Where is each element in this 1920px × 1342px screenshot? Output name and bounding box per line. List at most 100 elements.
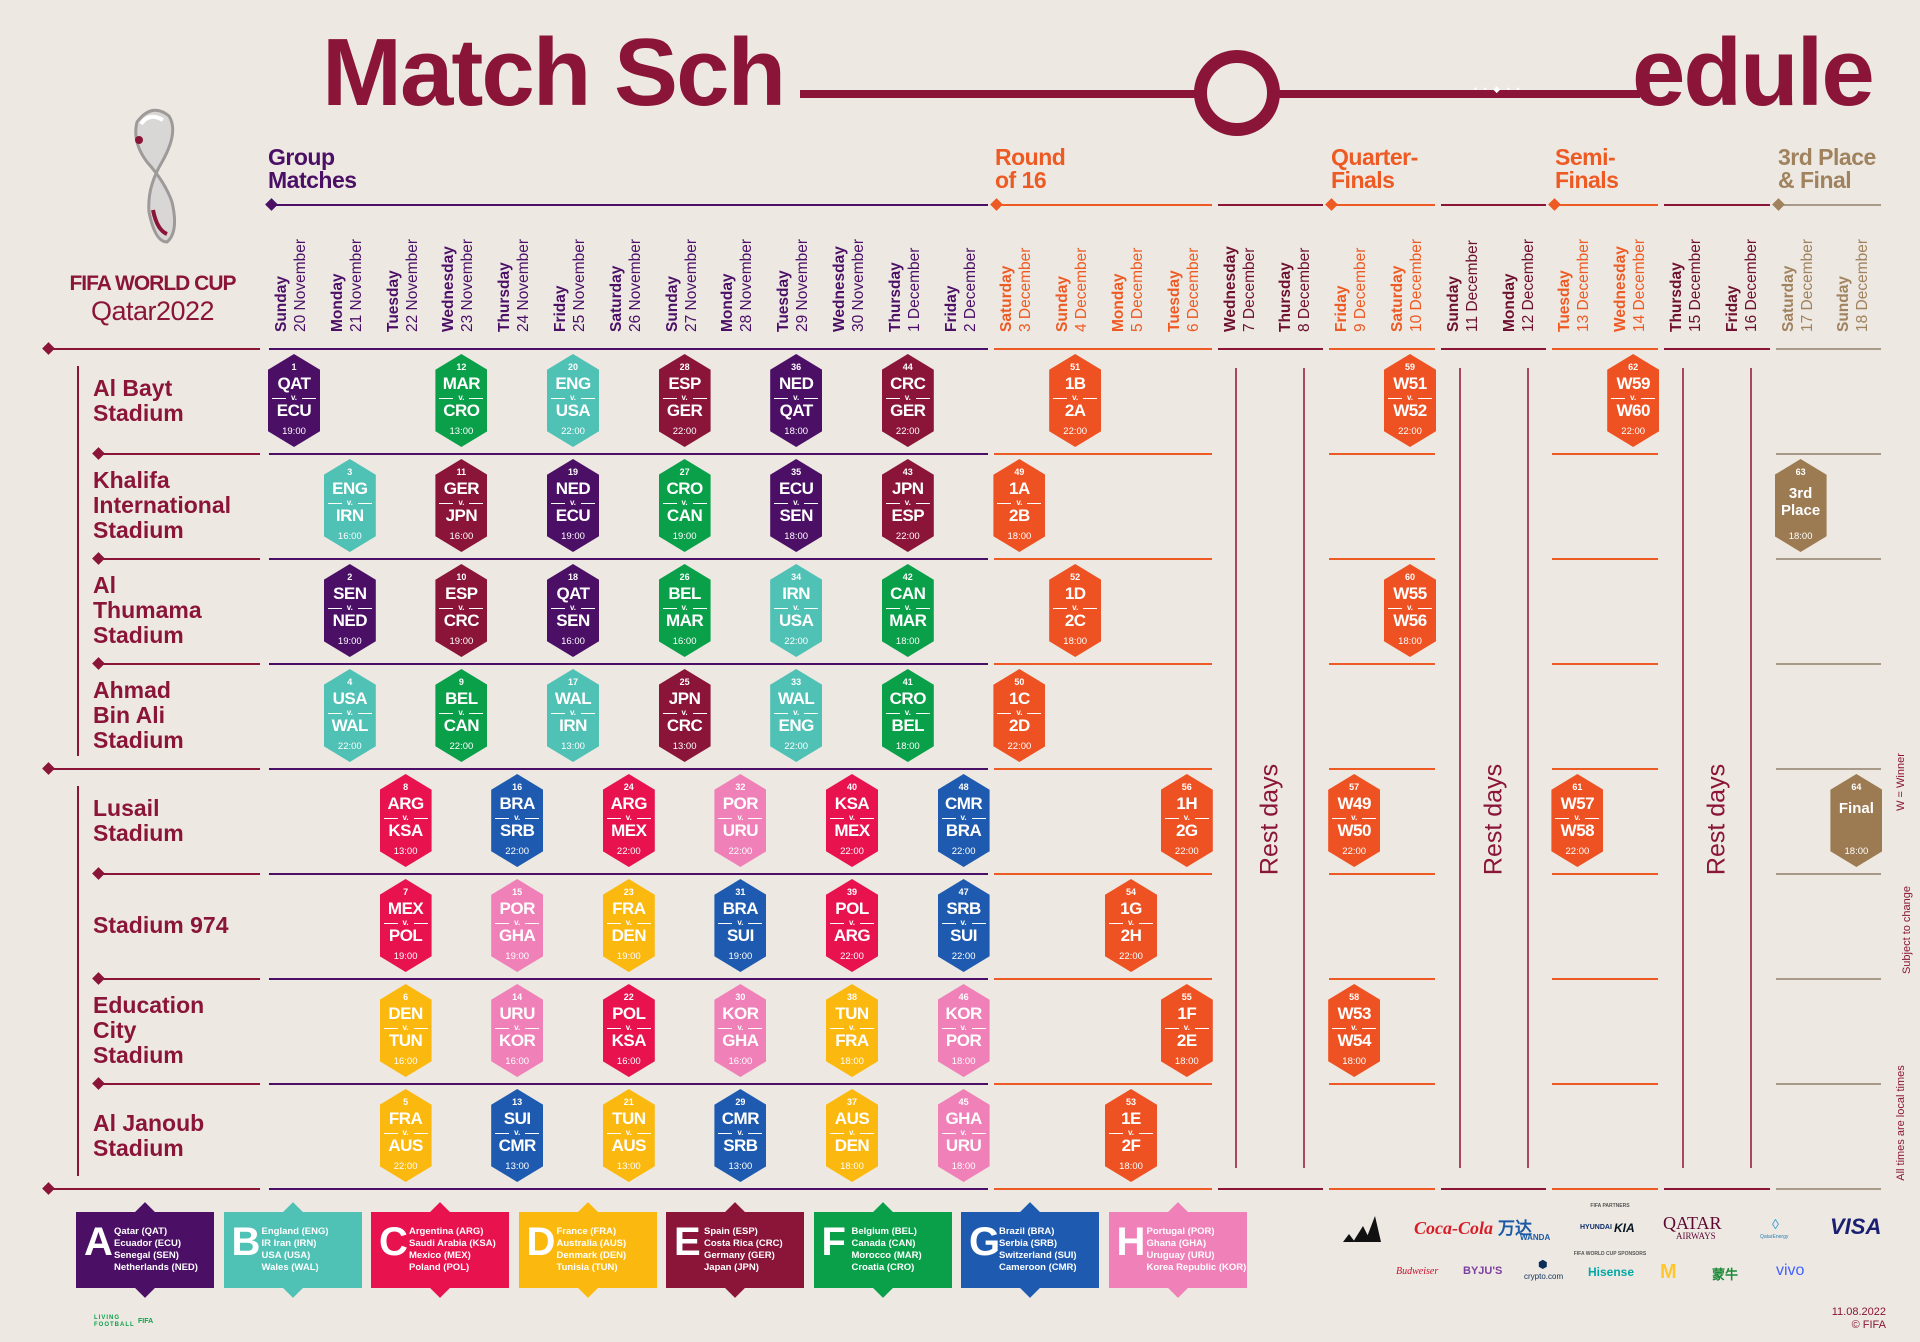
match-badge[interactable]: 14 URU v. KOR 16:00 <box>491 984 544 1077</box>
copyright: © FIFA <box>1851 1319 1886 1331</box>
home-team: CRO <box>666 479 703 498</box>
match-badge[interactable]: 16 BRA v. SRB 22:00 <box>491 774 544 867</box>
match-badge[interactable]: 50 1C v. 2D 22:00 <box>993 669 1046 762</box>
match-badge[interactable]: 60 W55 v. W56 18:00 <box>1384 564 1436 657</box>
match-badge[interactable]: 13 SUI v. CMR 13:00 <box>491 1089 544 1182</box>
kickoff-time: 22:00 <box>951 951 976 962</box>
versus: v. <box>327 499 372 507</box>
match-badge[interactable]: 10 ESP v. CRC 19:00 <box>435 564 488 657</box>
match-badge[interactable]: 23 FRA v. DEN 19:00 <box>602 879 655 972</box>
match-badge[interactable]: 26 BEL v. MAR 16:00 <box>658 564 711 657</box>
away-team: DEN <box>611 926 647 945</box>
match-badge[interactable]: 17 WAL v. IRN 13:00 <box>547 669 599 762</box>
match-badge[interactable]: 27 CRO v. CAN 19:00 <box>658 459 711 552</box>
away-team: 2B <box>1009 506 1030 525</box>
match-badge[interactable]: 34 IRN v. USA 22:00 <box>770 564 823 657</box>
match-badge[interactable]: 32 POR v. URU 22:00 <box>714 774 767 867</box>
match-badge[interactable]: 39 POL v. ARG 22:00 <box>826 879 878 972</box>
match-badge[interactable]: 54 1G v. 2H 22:00 <box>1105 879 1157 972</box>
kickoff-time: 22:00 <box>1174 846 1199 857</box>
team-name: USA (USA) <box>261 1250 311 1261</box>
match-badge[interactable]: 3 ENG v. IRN 16:00 <box>323 459 376 552</box>
match-badge[interactable]: 37 AUS v. DEN 18:00 <box>826 1089 878 1182</box>
byjus-logo: BYJU'S <box>1463 1265 1503 1277</box>
match-badge[interactable]: 6 DEN v. TUN 16:00 <box>379 984 432 1077</box>
match-badge[interactable]: 28 ESP v. GER 22:00 <box>658 354 711 447</box>
home-team: BEL <box>445 689 478 708</box>
phase-title-final: 3rd Place & Final <box>1778 144 1876 193</box>
match-badge[interactable]: 63 3rd Place 18:00 <box>1774 459 1827 552</box>
away-team: MAR <box>889 611 927 630</box>
match-badge[interactable]: 11 GER v. JPN 16:00 <box>435 459 488 552</box>
match-badge[interactable]: 4 USA v. WAL 22:00 <box>323 669 376 762</box>
match-badge[interactable]: 44 CRC v. GER 22:00 <box>881 354 934 447</box>
match-badge[interactable]: 35 ECU v. SEN 18:00 <box>770 459 823 552</box>
match-badge[interactable]: 15 POR v. GHA 19:00 <box>491 879 544 972</box>
match-badge[interactable]: 49 1A v. 2B 18:00 <box>993 459 1046 552</box>
date: 12 December <box>1519 238 1537 332</box>
match-badge[interactable]: 30 KOR v. GHA 16:00 <box>714 984 767 1077</box>
team-name: Denmark (DEN) <box>556 1250 627 1261</box>
vivo-logo: vivo <box>1776 1262 1805 1279</box>
versus: v. <box>885 394 930 402</box>
versus: v. <box>495 919 540 927</box>
match-badge[interactable]: 45 GHA v. URU 18:00 <box>937 1089 990 1182</box>
away-team: ARG <box>833 926 871 945</box>
match-badge[interactable]: 24 ARG v. MEX 22:00 <box>602 774 655 867</box>
match-badge[interactable]: 55 1F v. 2E 18:00 <box>1160 984 1213 1077</box>
match-badge[interactable]: 51 1B v. 2A 22:00 <box>1049 354 1102 447</box>
row-line <box>269 1083 989 1085</box>
match-badge[interactable]: 47 SRB v. SUI 22:00 <box>937 879 990 972</box>
match-number: 7 <box>403 887 409 897</box>
home-team: CRO <box>889 689 927 708</box>
match-badge[interactable]: 36 NED v. QAT 18:00 <box>770 354 823 447</box>
match-badge[interactable]: 48 CMR v. BRA 22:00 <box>937 774 990 867</box>
match-badge[interactable]: 46 KOR v. POR 18:00 <box>937 984 990 1077</box>
match-badge[interactable]: 61 W57 v. W58 22:00 <box>1551 774 1604 867</box>
kickoff-time: 16:00 <box>616 1056 641 1067</box>
home-team: POR <box>499 899 536 918</box>
match-badge[interactable]: 1 QAT v. ECU 19:00 <box>268 354 320 447</box>
match-badge[interactable]: 59 W51 v. W52 22:00 <box>1384 354 1436 447</box>
weekday: Saturday <box>1779 265 1797 332</box>
team-name: Belgium (BEL) <box>851 1226 917 1237</box>
match-badge[interactable]: 56 1H v. 2G 22:00 <box>1160 774 1213 867</box>
match-badge[interactable]: 33 WAL v. ENG 22:00 <box>770 669 823 762</box>
kickoff-time: 19:00 <box>449 636 474 647</box>
match-badge[interactable]: 64 Final 18:00 <box>1830 774 1883 867</box>
match-badge[interactable]: 31 BRA v. SUI 19:00 <box>714 879 767 972</box>
match-badge[interactable]: 2 SEN v. NED 19:00 <box>323 564 376 657</box>
match-badge[interactable]: 29 CMR v. SRB 13:00 <box>714 1089 767 1182</box>
match-badge[interactable]: 53 1E v. 2F 18:00 <box>1105 1089 1157 1182</box>
date-header: Monday 21 November <box>328 200 372 332</box>
match-badge[interactable]: 52 1D v. 2C 18:00 <box>1049 564 1102 657</box>
match-badge[interactable]: 22 POL v. KSA 16:00 <box>602 984 655 1077</box>
kickoff-time: 13:00 <box>449 426 474 437</box>
team-name: Serbia (SRB) <box>999 1238 1058 1249</box>
match-badge[interactable]: 25 JPN v. CRC 13:00 <box>658 669 711 762</box>
kickoff-time: 22:00 <box>840 951 864 962</box>
match-badge[interactable]: 43 JPN v. ESP 22:00 <box>881 459 934 552</box>
match-badge[interactable]: 21 TUN v. AUS 13:00 <box>602 1089 655 1182</box>
match-badge[interactable]: 40 KSA v. MEX 22:00 <box>826 774 878 867</box>
match-badge[interactable]: 19 NED v. ECU 19:00 <box>547 459 599 552</box>
match-badge[interactable]: 8 ARG v. KSA 13:00 <box>379 774 432 867</box>
match-badge[interactable]: 41 CRO v. BEL 18:00 <box>881 669 934 762</box>
match-badge[interactable]: 7 MEX v. POL 19:00 <box>379 879 432 972</box>
date-header: Saturday 10 December <box>1388 200 1432 332</box>
match-badge[interactable]: 58 W53 v. W54 18:00 <box>1328 984 1381 1077</box>
row-line <box>1552 453 1658 455</box>
match-badge[interactable]: 18 QAT v. SEN 16:00 <box>547 564 599 657</box>
match-badge[interactable]: 12 MAR v. CRO 13:00 <box>435 354 488 447</box>
match-number: 40 <box>846 782 857 792</box>
match-badge[interactable]: 42 CAN v. MAR 18:00 <box>881 564 934 657</box>
match-badge[interactable]: 62 W59 v. W60 22:00 <box>1607 354 1660 447</box>
match-badge[interactable]: 57 W49 v. W50 22:00 <box>1328 774 1381 867</box>
match-badge[interactable]: 20 ENG v. USA 22:00 <box>547 354 599 447</box>
match-badge[interactable]: 38 TUN v. FRA 18:00 <box>826 984 878 1077</box>
notch <box>1167 1278 1188 1298</box>
group-teams: Brazil (BRA) Serbia (SRB) Switzerland (SUI… <box>999 1226 1077 1274</box>
match-badge[interactable]: 5 FRA v. AUS 22:00 <box>379 1089 432 1182</box>
match-badge[interactable]: 9 BEL v. CAN 22:00 <box>435 669 488 762</box>
crypto-com-logo: crypto.com <box>1524 1272 1564 1281</box>
